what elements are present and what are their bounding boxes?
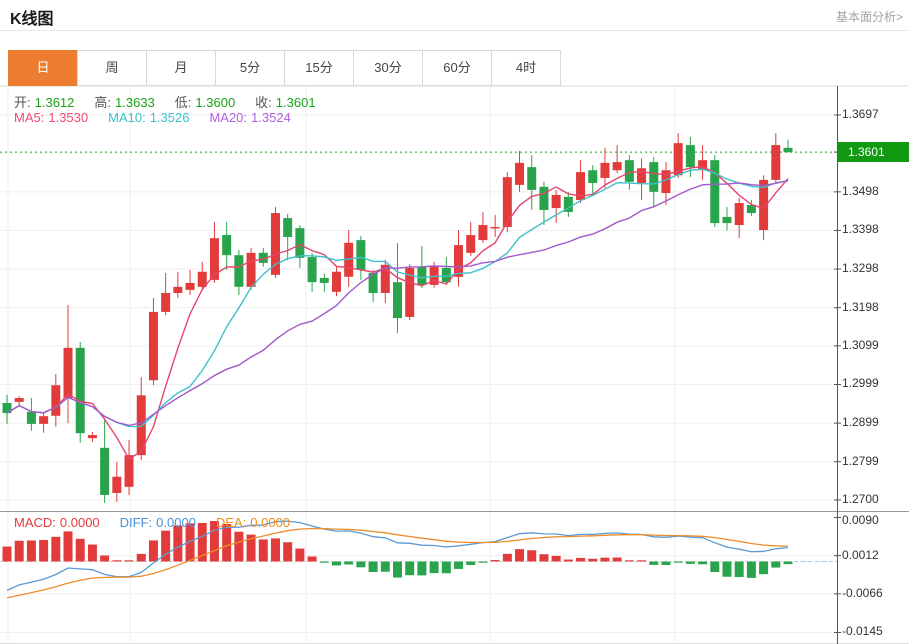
header-divider xyxy=(0,30,909,31)
macd-tick-0.0012: 0.0012 xyxy=(842,547,879,562)
tab-period-月[interactable]: 月 xyxy=(146,50,216,86)
period-tabbar: 日周月 5分 15分 30分 60分 4时 xyxy=(8,50,561,86)
price-tick-1.2899: 1.2899 xyxy=(842,415,879,430)
quote-row-open: 开: 1.3612 xyxy=(14,95,75,110)
price-tick-1.3398: 1.3398 xyxy=(842,222,879,237)
tab-period-周[interactable]: 周 xyxy=(77,50,147,86)
price-tick-1.2700: 1.2700 xyxy=(842,491,879,506)
current-price-badge: 1.3601 xyxy=(838,142,909,162)
ma-row-ma20: MA20: 1.3524 xyxy=(209,110,291,125)
quote-row-high: 高: 1.3633 xyxy=(94,95,155,110)
price-tick-1.3099: 1.3099 xyxy=(842,337,879,352)
ohlc-info-row: 开: 1.3612 高: 1.3633 低: 1.3600 收: 1.3601 xyxy=(14,92,336,111)
tab-period-15分[interactable]: 15分 xyxy=(284,50,354,86)
price-tick-1.3697: 1.3697 xyxy=(842,107,879,121)
tab-period-60分[interactable]: 60分 xyxy=(422,50,492,86)
macd-tick--0.0066: -0.0066 xyxy=(842,585,883,600)
page-title: K线图 xyxy=(10,11,54,28)
price-tick-1.2799: 1.2799 xyxy=(842,453,879,468)
price-tick-1.3498: 1.3498 xyxy=(842,183,879,198)
tab-period-日[interactable]: 日 xyxy=(8,50,78,86)
macd-tick-0.0090: 0.0090 xyxy=(842,513,879,527)
tab-period-4时[interactable]: 4时 xyxy=(491,50,561,86)
price-tick-1.3198: 1.3198 xyxy=(842,299,879,314)
macd-row-diff: DIFF: 0.0000 xyxy=(119,515,196,530)
fundamental-analysis-link[interactable]: 基本面分析> xyxy=(835,10,903,24)
quote-row-close: 收: 1.3601 xyxy=(255,95,316,110)
price-tick-1.2999: 1.2999 xyxy=(842,376,879,391)
tab-period-5分[interactable]: 5分 xyxy=(215,50,285,86)
macd-info-row: MACD: 0.0000 DIFF: 0.0000 DEA: 0.0000 xyxy=(14,515,310,530)
macd-row-macd: MACD: 0.0000 xyxy=(14,515,100,530)
macd-tick--0.0145: -0.0145 xyxy=(842,624,883,639)
ma-row-ma5: MA5: 1.3530 xyxy=(14,110,89,125)
tab-period-30分[interactable]: 30分 xyxy=(353,50,423,86)
ma-row-ma10: MA10: 1.3526 xyxy=(108,110,190,125)
price-tick-1.3298: 1.3298 xyxy=(842,261,879,276)
ma-info-row: MA5: 1.3530 MA10: 1.3526 MA20: 1.3524 xyxy=(14,110,311,125)
macd-row-dea: DEA: 0.0000 xyxy=(215,515,291,530)
quote-row-low: 低: 1.3600 xyxy=(174,95,236,110)
